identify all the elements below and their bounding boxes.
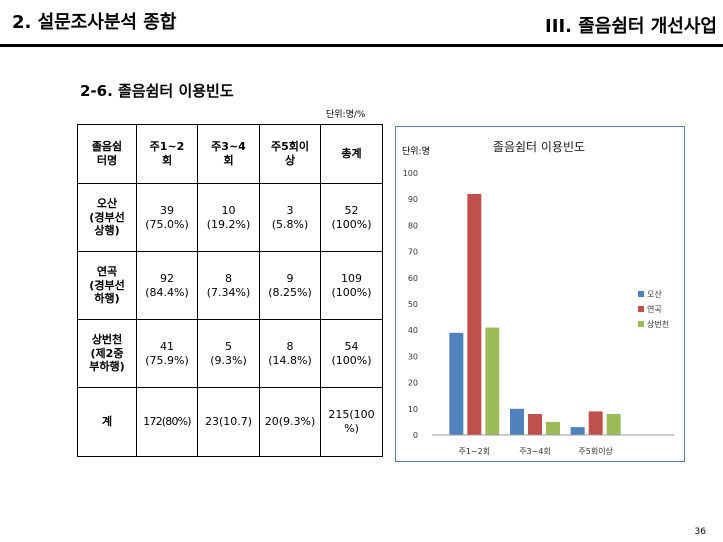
- y-tick-label: 20: [408, 379, 418, 388]
- y-tick-label: 100: [403, 169, 418, 178]
- legend-swatch: [638, 306, 644, 312]
- legend-label: 오산: [647, 289, 662, 299]
- header-divider: [0, 44, 723, 47]
- y-tick-label: 0: [413, 431, 418, 440]
- header-cell-5plus: 주5회이 상: [259, 124, 321, 184]
- y-tick-label: 70: [408, 248, 418, 257]
- y-tick-label: 60: [408, 274, 418, 283]
- bar: [588, 411, 603, 435]
- table-row: 오산 (경부선 상행) 39 (75.0%) 10 (19.2%) 3 (5.8%) 52…: [77, 183, 383, 252]
- y-tick-label: 10: [408, 405, 418, 414]
- table-cell: 5 (9.3%): [197, 319, 260, 388]
- legend-swatch: [638, 291, 644, 297]
- header-cell-3-4: 주3~4 회: [197, 124, 260, 184]
- bar: [546, 421, 560, 435]
- chart-title: 졸음쉼터 이용빈도: [493, 140, 585, 154]
- table-cell: 52 (100%): [320, 183, 383, 252]
- row-name-yeongok: 연곡 (경부선 하행): [77, 251, 137, 320]
- unit-note: 단위:명/%: [326, 110, 366, 120]
- bar: [449, 332, 464, 435]
- x-axis: 주1~2회 주3~4회 주5회이상: [459, 446, 614, 456]
- header-cell-rest-area: 졸음쉼 터명: [77, 124, 137, 184]
- bar: [467, 193, 482, 435]
- row-name-sangbeoncheon: 상번천 (제2중 부하행): [77, 319, 137, 388]
- table-total-row: 계 172(80%) 23(10.7) 20(9.3%) 215(100%): [77, 387, 383, 457]
- y-tick-label: 50: [408, 300, 418, 309]
- frequency-table: 졸음쉼 터명 주1~2 회 주3~4 회 주5회이 상 총계 오산 (경부선 상행) 39(…: [77, 124, 383, 457]
- section-title: 2-6. 졸음쉼터 이용빈도: [80, 82, 234, 100]
- table-cell: 109 (100%): [320, 251, 383, 320]
- row-name-total: 계: [77, 387, 137, 457]
- x-tick-label: 주3~4회: [519, 447, 551, 456]
- x-tick-label: 주5회이상: [578, 446, 613, 456]
- header-cell-1-2: 주1~2 회: [136, 124, 198, 184]
- header-right-title: III. 졸음쉼터 개선사업: [545, 16, 717, 37]
- table-cell: 3 (5.8%): [259, 183, 321, 252]
- header-left-title: 2. 설문조사분석 종합: [12, 12, 177, 33]
- table-row: 상번천 (제2중 부하행) 41 (75.9%) 5 (9.3%) 8 (14.8%) 5…: [77, 319, 383, 388]
- bar: [570, 427, 585, 435]
- x-tick-label: 주1~2회: [459, 447, 491, 456]
- row-name-osan: 오산 (경부선 상행): [77, 183, 137, 252]
- table-cell: 10 (19.2%): [197, 183, 260, 252]
- y-tick-label: 30: [408, 352, 418, 361]
- y-tick-label: 90: [408, 195, 418, 204]
- table-row: 연곡 (경부선 하행) 92 (84.4%) 8 (7.34%) 9 (8.25%) 10…: [77, 251, 383, 320]
- bar: [528, 414, 542, 435]
- table-cell: 39 (75.0%): [136, 183, 198, 252]
- bars-group: [449, 193, 621, 435]
- table-header-row: 졸음쉼 터명 주1~2 회 주3~4 회 주5회이 상 총계: [77, 124, 383, 184]
- table-cell: 41 (75.9%): [136, 319, 198, 388]
- table-cell: 8 (14.8%): [259, 319, 321, 388]
- table-cell: 23(10.7): [197, 387, 260, 457]
- y-axis: 0 10 20 30 40 50 60 70 80 90 100: [403, 169, 418, 440]
- bar-chart: 단위:명 졸음쉼터 이용빈도 0 10 20 30 40 50 60 70 80 90 100 주1…: [402, 140, 674, 456]
- page-number: 36: [694, 527, 706, 537]
- chart-unit-label: 단위:명: [402, 146, 430, 157]
- legend-label: 상번천: [647, 319, 669, 329]
- bar: [510, 408, 524, 435]
- table-cell: 172(80%): [136, 387, 198, 457]
- table-cell: 9 (8.25%): [259, 251, 321, 320]
- header-cell-total: 총계: [320, 124, 383, 184]
- table-cell: 8 (7.34%): [197, 251, 260, 320]
- legend-swatch: [638, 321, 644, 327]
- y-tick-label: 40: [408, 326, 418, 335]
- chart-container: 단위:명 졸음쉼터 이용빈도 0 10 20 30 40 50 60 70 80 90 100 주1…: [395, 126, 685, 462]
- legend-label: 연곡: [647, 305, 662, 314]
- table-cell: 215(100%): [320, 387, 383, 457]
- bar: [485, 327, 500, 435]
- table-cell: 92 (84.4%): [136, 251, 198, 320]
- table-cell: 54 (100%): [320, 319, 383, 388]
- table-cell: 20(9.3%): [259, 387, 321, 457]
- y-tick-label: 80: [408, 221, 418, 230]
- bar: [606, 414, 621, 435]
